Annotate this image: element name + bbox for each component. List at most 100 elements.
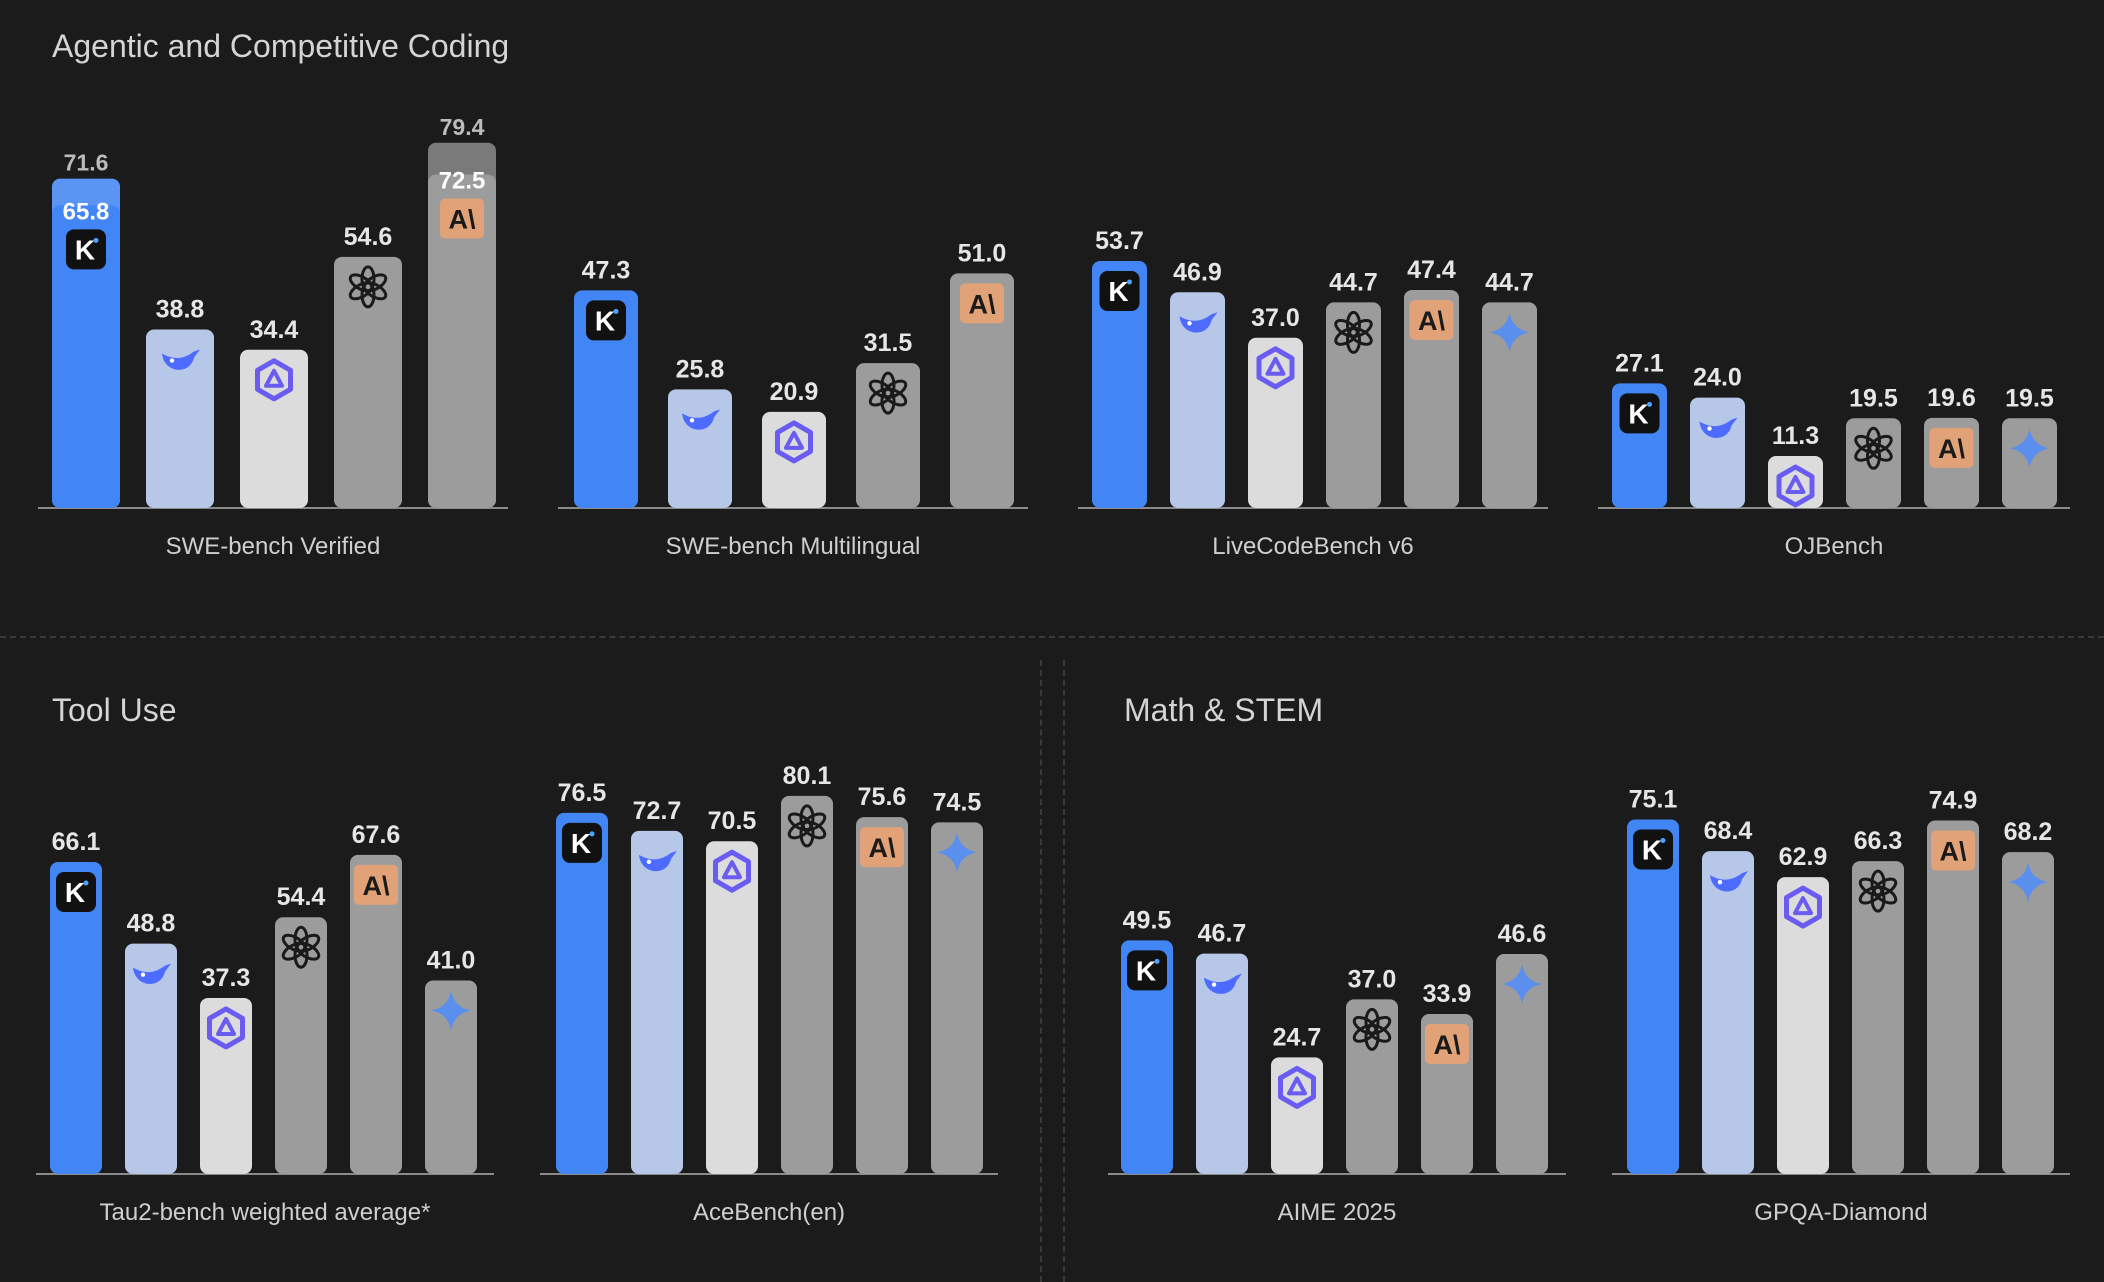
gemini-sparkle-icon [431, 990, 471, 1031]
bar-claude [1927, 820, 1979, 1174]
bar-claude [1404, 289, 1459, 508]
kimi-logo-icon: K [1619, 393, 1660, 434]
bar-openai [1846, 418, 1901, 508]
svg-text:K: K [75, 234, 95, 265]
data-label-claude: 33.9 [1423, 980, 1472, 1008]
openai-logo-icon [1352, 1007, 1392, 1051]
chart-ojbench: 27.1 K 24.0 11.3 19.5 19.6 A\ 19.5 OJBench [1598, 349, 2070, 560]
deepseek-whale-icon [682, 409, 720, 430]
bar-deepseek [631, 830, 683, 1174]
data-label-claude: 72.5 [439, 168, 486, 195]
data-label-qwen: 11.3 [1772, 422, 1819, 450]
section-title-tool-use: Tool Use [52, 692, 177, 728]
bar-openai [781, 795, 833, 1174]
qwen-logo-icon [1776, 464, 1815, 508]
kimi-logo-icon: K [586, 300, 626, 341]
bar-kimi [52, 205, 120, 508]
svg-text:K: K [571, 828, 591, 859]
data-label-kimi: 53.7 [1095, 227, 1144, 255]
bar-claude [428, 174, 496, 508]
data-label-openai: 31.5 [864, 329, 913, 357]
bar-gemini [425, 980, 477, 1174]
anthropic-logo-icon: A\ [440, 198, 484, 239]
data-label-kimi: 65.8 [63, 198, 110, 225]
data-label-gemini: 68.2 [2004, 818, 2053, 846]
section-divider-vertical [1040, 660, 1042, 1282]
benchmark-label: AceBench(en) [693, 1199, 845, 1226]
svg-text:K: K [1136, 955, 1156, 986]
qwen-logo-icon [255, 358, 293, 402]
section-title-coding: Agentic and Competitive Coding [52, 28, 510, 64]
svg-text:A\: A\ [363, 871, 390, 901]
data-label-gemini: 41.0 [427, 946, 476, 974]
data-label-claude: 47.4 [1407, 256, 1456, 284]
gemini-sparkle-icon [1502, 964, 1542, 1005]
bar-qwen [1768, 456, 1823, 508]
data-label-qwen: 34.4 [250, 316, 299, 344]
data-label-deepseek: 25.8 [676, 355, 725, 383]
bar-gemini [931, 822, 983, 1174]
anthropic-logo-icon: A\ [1929, 427, 1974, 468]
bar-deepseek [146, 329, 214, 508]
benchmark-label: OJBench [1785, 533, 1884, 560]
qwen-logo-icon [207, 1006, 245, 1050]
qwen-logo-icon [1278, 1065, 1316, 1109]
data-label-kimi: 66.1 [52, 828, 101, 856]
bar-kimi [1627, 819, 1679, 1174]
chart-gpqa-diamond: 75.1 K 68.4 62.9 66.3 74.9 A\ 68.2 GPQA-Diamond [1612, 786, 2070, 1226]
data-label-kimi: 27.1 [1615, 349, 1664, 377]
data-label-openai: 80.1 [783, 762, 832, 790]
bar-deepseek [1170, 292, 1225, 508]
data-label-deepseek: 46.9 [1173, 258, 1222, 286]
bar-kimi [574, 290, 638, 508]
deepseek-whale-icon [1204, 973, 1242, 994]
data-label-claude: 19.6 [1927, 384, 1976, 412]
openai-logo-icon [1854, 426, 1893, 470]
data-label-qwen: 24.7 [1273, 1023, 1322, 1051]
data-label-openai: 54.4 [277, 883, 326, 911]
deepseek-whale-icon [1699, 417, 1738, 438]
benchmark-label: Tau2-bench weighted average* [100, 1199, 431, 1226]
bar-deepseek [1702, 851, 1754, 1174]
chart-swe-bench-verified: 71.6 65.8 K 38.8 34.4 54.6 79.4 72.5 A\ SWE-bench… [38, 114, 508, 560]
anthropic-logo-icon: A\ [1409, 299, 1454, 340]
data-label-qwen: 37.3 [202, 964, 251, 992]
deepseek-whale-icon [162, 349, 200, 370]
gemini-sparkle-icon [2009, 428, 2050, 469]
svg-text:K: K [1108, 276, 1128, 307]
bar-deepseek [125, 943, 177, 1174]
data-label-openai: 54.6 [344, 223, 393, 251]
bar-deepseek [1690, 397, 1745, 508]
data-label-kimi-extended: 71.6 [64, 150, 109, 176]
data-label-claude-extended: 79.4 [440, 114, 485, 140]
data-label-deepseek: 46.7 [1198, 920, 1247, 948]
section-divider-horizontal [0, 636, 2104, 638]
svg-text:K: K [595, 305, 615, 336]
qwen-logo-icon [1256, 346, 1295, 390]
data-label-qwen: 70.5 [708, 807, 757, 835]
openai-logo-icon [348, 265, 388, 309]
bar-kimi [50, 862, 102, 1174]
section-title-math-stem: Math & STEM [1124, 692, 1324, 728]
kimi-logo-icon: K [1633, 829, 1673, 870]
svg-text:K: K [65, 877, 85, 908]
chart-swe-bench-multilingual: 47.3 K 25.8 20.9 31.5 51.0 A\ SWE-bench Multili… [558, 239, 1028, 560]
deepseek-whale-icon [639, 850, 677, 872]
qwen-logo-icon [1784, 885, 1822, 929]
openai-logo-icon [787, 804, 827, 848]
kimi-logo-icon: K [562, 822, 602, 863]
data-label-claude: 75.6 [858, 783, 907, 811]
chart-aime-2025: 49.5 K 46.7 24.7 37.0 33.9 A\ 46.6 AIME 2025 [1108, 906, 1566, 1226]
bar-openai [1346, 999, 1398, 1174]
data-label-claude: 67.6 [352, 821, 401, 849]
benchmark-label: AIME 2025 [1278, 1199, 1397, 1226]
data-label-openai: 37.0 [1348, 965, 1397, 993]
openai-logo-icon [868, 371, 908, 415]
bar-openai [334, 256, 402, 508]
data-label-kimi: 49.5 [1123, 906, 1172, 934]
chart-acebench-en: 76.5 K 72.7 70.5 80.1 75.6 A\ 74.5 AceBench(en) [540, 762, 998, 1226]
kimi-logo-icon: K [66, 229, 106, 270]
bar-gemini [1496, 954, 1548, 1174]
data-label-qwen: 37.0 [1251, 304, 1300, 332]
bar-qwen [1777, 877, 1829, 1174]
